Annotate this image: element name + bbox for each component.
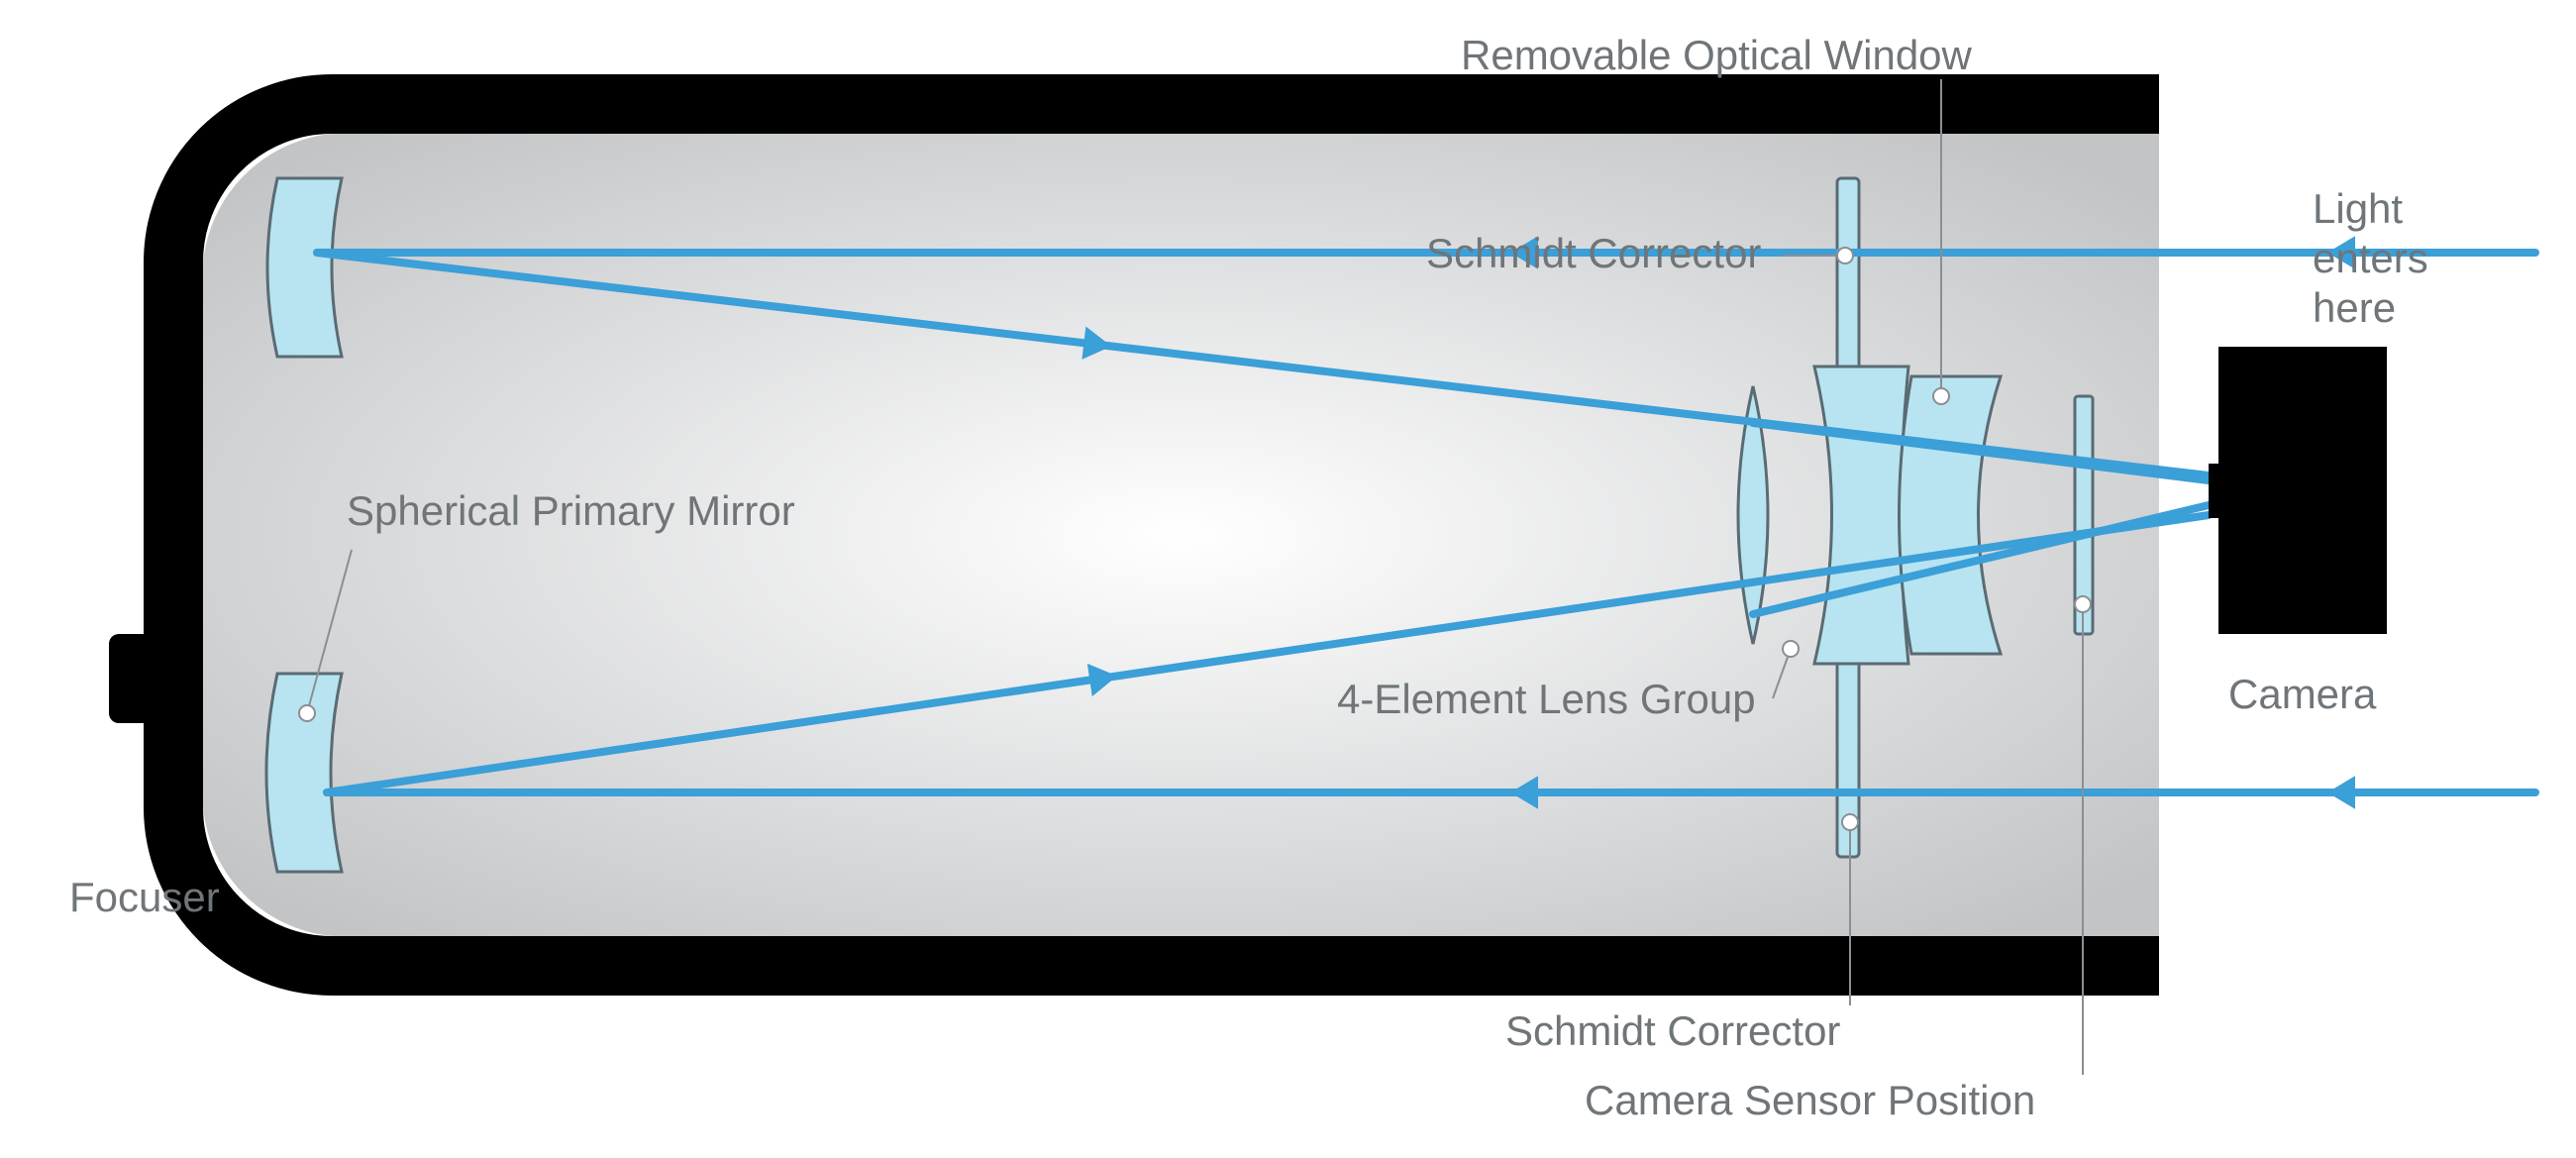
leader-dot-optical_window xyxy=(1933,388,1949,404)
camera-body xyxy=(2218,347,2387,634)
primary-mirror-top xyxy=(267,178,342,357)
label-light_enters_2: enters xyxy=(2313,235,2428,281)
leader-dot-sensor_position xyxy=(2075,596,2091,612)
leader-dot-primary_mirror xyxy=(299,705,315,721)
leader-dot-lens_group xyxy=(1783,641,1799,657)
leader-dot-schmidt_bottom xyxy=(1842,814,1858,830)
telescope-optical-diagram: Focuser Spherical Primary Mirror Schmidt C… xyxy=(0,0,2576,1158)
camera xyxy=(2209,347,2387,634)
label-optical_window: Removable Optical Window xyxy=(1461,32,1973,78)
primary-mirror-bottom xyxy=(266,674,342,872)
label-schmidt_top: Schmidt Corrector xyxy=(1426,230,1761,276)
label-lens_group: 4-Element Lens Group xyxy=(1337,676,1756,722)
camera-sensor-nub xyxy=(2209,464,2220,518)
focuser-knob xyxy=(109,634,173,723)
label-sensor_position: Camera Sensor Position xyxy=(1585,1077,2035,1123)
label-primary_mirror: Spherical Primary Mirror xyxy=(347,487,795,534)
label-schmidt_bottom: Schmidt Corrector xyxy=(1505,1007,1840,1054)
label-focuser: Focuser xyxy=(69,874,220,920)
incoming-ray-bottom-arrow-0 xyxy=(2327,776,2355,809)
label-light_enters_3: here xyxy=(2313,284,2396,331)
leader-dot-schmidt_top xyxy=(1837,248,1853,263)
label-light_enters_1: Light xyxy=(2313,185,2403,232)
label-camera: Camera xyxy=(2228,671,2377,717)
schmidt-corrector-top xyxy=(1837,178,1859,376)
focuser xyxy=(109,634,173,723)
